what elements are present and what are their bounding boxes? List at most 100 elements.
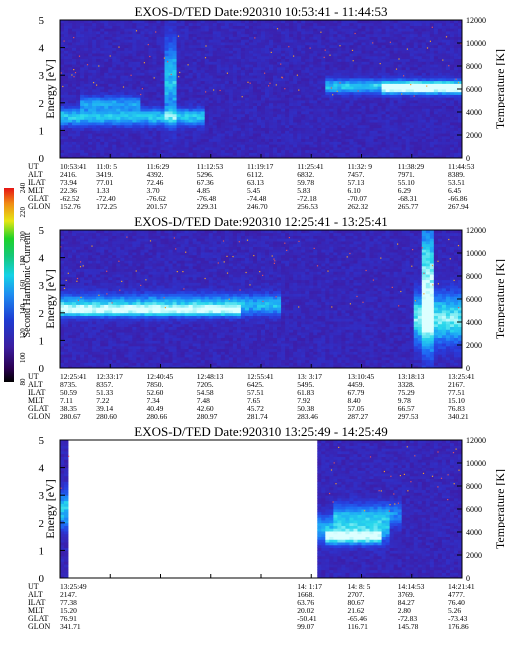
spectrogram-cell xyxy=(453,86,459,90)
spectrogram-cell xyxy=(269,33,274,37)
spectrogram-cell xyxy=(289,89,294,93)
spectrogram-cell xyxy=(389,83,395,87)
spectrogram-cell xyxy=(76,146,81,151)
spectrogram-cell xyxy=(216,119,222,123)
spectrogram-cell xyxy=(349,124,354,129)
spectrogram-cell xyxy=(405,146,411,151)
spectrogram-cell xyxy=(421,69,427,73)
spectrogram-cell xyxy=(433,97,439,101)
spectrogram-cell xyxy=(220,122,226,126)
spectrogram-cell xyxy=(140,47,145,51)
spectrogram-cell xyxy=(208,108,214,112)
spectrogram-cell xyxy=(220,100,226,104)
spectrogram-cell xyxy=(188,53,194,57)
spectrogram-cell xyxy=(437,105,443,109)
spectrogram-cell xyxy=(333,100,338,104)
spectrogram-cell xyxy=(152,91,157,95)
spectrogram-cell xyxy=(216,105,222,109)
spectrogram-cell xyxy=(156,133,161,137)
spectrogram-cell xyxy=(164,130,169,134)
spectrogram-cell xyxy=(377,55,382,60)
spectrogram-cell xyxy=(188,55,194,60)
spectrogram-cell xyxy=(76,91,81,95)
spectrogram-cell xyxy=(136,91,141,95)
spectrogram-cell xyxy=(353,33,358,37)
spectrogram-cell xyxy=(76,119,81,123)
spectrogram-cell xyxy=(236,94,242,98)
spectrogram-cell xyxy=(445,42,451,46)
spectrogram-cell xyxy=(132,116,137,120)
spectrogram-cell xyxy=(337,47,342,51)
spectrogram-cell xyxy=(76,80,81,84)
spectrogram-cell xyxy=(293,130,298,134)
spectrogram-cell xyxy=(313,149,318,153)
spectrogram-cell xyxy=(317,138,322,142)
spectrogram-cell xyxy=(425,83,431,87)
spectrogram-cell xyxy=(405,20,411,24)
spectrogram-cell xyxy=(341,66,346,71)
spectrogram-cell xyxy=(385,105,391,109)
spectrogram-cell xyxy=(232,55,238,60)
spectrogram-cell xyxy=(204,152,210,156)
spectrogram-cell xyxy=(453,122,459,126)
spectrogram-cell xyxy=(200,39,206,43)
spectrogram-cell xyxy=(104,144,109,148)
spectrogram-cell xyxy=(68,72,73,76)
spectrogram-cell xyxy=(273,100,278,104)
spectrogram-cell xyxy=(72,138,77,142)
spectrogram-cell xyxy=(84,135,89,140)
spectrogram-cell xyxy=(236,135,242,140)
spectrogram-cell xyxy=(457,138,463,142)
spectrogram-cell xyxy=(112,47,117,51)
spectrogram-cell xyxy=(84,39,89,43)
spectrogram-cell xyxy=(172,100,177,104)
spectrogram-cell xyxy=(156,119,161,123)
spectrogram-cell xyxy=(317,108,322,112)
spectrogram-cell xyxy=(216,141,222,145)
spectrogram-cell xyxy=(68,50,73,54)
spectrogram-cell xyxy=(413,80,419,84)
spectrogram-cell xyxy=(76,31,81,35)
spectrogram-cell xyxy=(132,77,137,82)
spectrogram-cell xyxy=(184,116,190,120)
spectrogram-cell xyxy=(397,25,403,29)
spectrogram-cell xyxy=(273,72,278,76)
spectrogram-cell xyxy=(309,127,314,131)
spectrogram-cell xyxy=(204,31,210,35)
spectrogram-cell xyxy=(381,130,387,134)
spectrogram-cell xyxy=(188,133,194,137)
spectrogram-cell xyxy=(433,39,439,43)
spectrogram-cell xyxy=(180,42,186,46)
spectrogram-cell xyxy=(172,25,177,29)
spectrogram-cell xyxy=(216,36,222,40)
spectrogram-cell xyxy=(297,105,302,109)
spectrogram-cell xyxy=(405,113,411,117)
spectrogram-cell xyxy=(433,33,439,37)
spectrogram-cell xyxy=(76,97,81,101)
spectrogram-cell xyxy=(104,75,109,79)
spectrogram-cell xyxy=(140,108,145,112)
spectrogram-cell xyxy=(429,36,435,40)
spectrogram-cell xyxy=(244,111,250,115)
spectrogram-cell xyxy=(204,53,210,57)
spectrogram-cell xyxy=(393,108,399,112)
spectrogram-cell xyxy=(60,33,65,37)
spectrogram-cell xyxy=(417,97,423,101)
spectrogram-cell xyxy=(441,97,447,101)
spectrogram-cell xyxy=(425,119,431,123)
spectrogram-cell xyxy=(196,122,202,126)
spectrogram-cell xyxy=(160,33,165,37)
spectrogram-cell xyxy=(309,44,314,48)
spectrogram-cell xyxy=(261,69,266,73)
spectrogram-cell xyxy=(365,133,370,137)
spectrogram-cell xyxy=(172,89,177,93)
spectrogram-cell xyxy=(321,22,326,26)
spectrogram-cell xyxy=(244,141,250,145)
spectrogram-cell xyxy=(389,91,395,95)
spectrogram-cell xyxy=(281,25,286,29)
spectrogram-cell xyxy=(345,47,350,51)
spectrogram-cell xyxy=(317,83,322,87)
spectrogram-cell xyxy=(457,100,463,104)
spectrogram-cell xyxy=(224,105,230,109)
spectrogram-cell xyxy=(425,100,431,104)
